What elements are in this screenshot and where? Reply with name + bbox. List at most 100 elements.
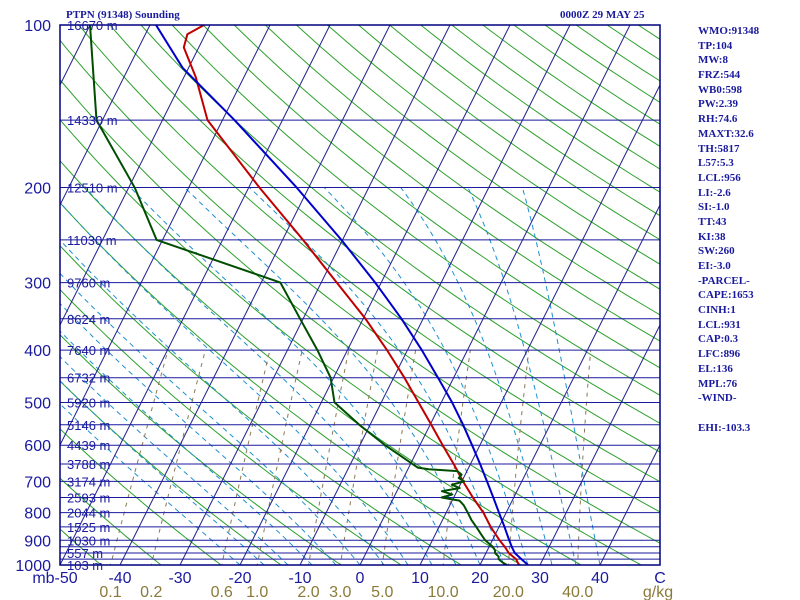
temperature-tick-label: C: [654, 570, 666, 587]
moist-adiabat-line: [60, 272, 361, 565]
mixing-ratio-line: [109, 349, 169, 565]
parcel-data-point: [479, 463, 481, 465]
isotherm-line: [60, 25, 211, 327]
parcel-data-point: [296, 187, 298, 189]
index-item: MAXT:32.6: [698, 127, 754, 140]
dewpoint-data-point: [330, 377, 332, 379]
height-label: 8624 m: [67, 312, 110, 327]
temperature-data-point: [430, 424, 432, 426]
dewpoint-data-point: [441, 496, 443, 499]
height-label: 2593 m: [67, 491, 110, 506]
mixing-ratio-label: 0.1: [99, 584, 121, 600]
dewpoint-data-point: [463, 504, 465, 506]
pressure-tick-label: 800: [24, 506, 51, 523]
dewpoint-data-point: [156, 239, 158, 241]
temperature-data-point: [499, 539, 501, 541]
dewpoint-data-point: [358, 424, 360, 426]
moist-adiabat-line: [60, 355, 289, 565]
moist-adiabat-line: [130, 187, 457, 565]
dewpoint-data-point: [470, 519, 472, 521]
sounding-indices-list: WMO:91348 TP:104 MW:8 FRZ:544 WB0:598 PW:2.39…: [698, 24, 798, 435]
parcel-data-point: [451, 401, 453, 403]
index-item: -PARCEL-: [698, 274, 750, 287]
temperature-data-point: [336, 282, 338, 284]
height-label: 11030 m: [67, 233, 117, 248]
dry-adiabat-line: [60, 380, 282, 565]
dewpoint-data-point: [492, 546, 494, 548]
temperature-data-point: [258, 187, 261, 189]
dewpoint-data-point: [498, 556, 500, 558]
index-item: TP:104: [698, 39, 733, 52]
temperature-data-point: [508, 552, 510, 554]
index-item: LFC:896: [698, 348, 741, 361]
dewpoint-data-point: [299, 318, 301, 320]
moist-adiabat-line: [184, 187, 481, 565]
index-item: KI:38: [698, 230, 726, 243]
dry-adiabat-line: [296, 25, 660, 290]
dewpoint-data-point: [417, 467, 419, 469]
dry-adiabat-line: [109, 25, 660, 453]
parcel-data-point: [514, 552, 516, 554]
temperature-data-point: [504, 546, 506, 548]
dewpoint-data-point: [480, 533, 482, 535]
isotherm-line: [479, 203, 660, 565]
temperature-tick-label: 40: [591, 570, 609, 587]
dewpoint-data-point: [456, 470, 458, 472]
dewpoint-data-point: [484, 539, 486, 541]
index-item: SI:-1.0: [698, 201, 730, 214]
dry-adiabat-line: [264, 25, 660, 316]
mixing-ratio-line: [577, 350, 592, 565]
dewpoint-data-point: [461, 474, 463, 476]
index-item: FRZ:544: [698, 69, 741, 82]
index-item: EL:136: [698, 362, 733, 375]
mixing-ratio-label: 10.0: [428, 584, 459, 600]
parcel-data-point: [340, 239, 342, 241]
temperature-tick-label: 20: [471, 570, 489, 587]
dry-adiabat-line: [60, 288, 403, 565]
pressure-tick-label: 900: [24, 533, 51, 550]
mixing-ratio-label: 0.6: [211, 584, 233, 600]
index-item: TH:5817: [698, 142, 740, 155]
temperature-data-point: [302, 239, 304, 241]
parcel-data-point: [471, 444, 473, 446]
mixing-ratio-line: [442, 350, 471, 565]
temperature-data-point: [364, 318, 367, 320]
mixing-ratio-line: [256, 349, 303, 565]
index-item: TT:43: [698, 215, 727, 228]
index-item: EI:-3.0: [698, 260, 731, 272]
dewpoint-data-point: [441, 490, 443, 492]
temperature-tick-label: mb-50: [32, 570, 77, 587]
temperature-tick-label: -20: [228, 570, 251, 587]
mixing-ratio-label: 0.2: [140, 584, 162, 600]
dewpoint-data-point: [467, 512, 469, 514]
dewpoint-data-point: [458, 477, 460, 479]
height-label: 5146 m: [67, 418, 110, 433]
dewpoint-data-point: [463, 480, 465, 482]
mixing-ratio-label: 5.0: [371, 584, 393, 600]
grid-lines: [60, 25, 660, 565]
temperature-tick-label: -30: [168, 570, 191, 587]
parcel-data-point: [520, 558, 523, 560]
height-label: 9760 m: [67, 276, 110, 291]
dry-adiabat-line: [233, 25, 660, 342]
parcel-data-point: [421, 349, 423, 351]
pressure-tick-label: 700: [24, 474, 51, 491]
dry-adiabat-line: [327, 25, 660, 265]
sounding-profiles: [89, 25, 529, 565]
mixing-ratio-line: [339, 350, 379, 565]
height-label: 1030 m: [67, 533, 110, 548]
temperature-data-point: [186, 33, 188, 35]
temperature-profile-line: [182, 25, 520, 565]
parcel-data-point: [437, 377, 439, 379]
temperature-tick-label: -40: [108, 570, 131, 587]
height-label: 7640 m: [67, 343, 110, 358]
dry-adiabat-line: [60, 334, 342, 565]
temperature-tick-label: 10: [411, 570, 429, 587]
isotherm-line: [419, 83, 660, 565]
height-label: 4439 m: [67, 438, 110, 453]
mixing-ratio-label: 20.0: [493, 584, 524, 600]
pressure-tick-label: 100: [24, 18, 51, 35]
index-item: CAP:0.3: [698, 333, 739, 346]
index-item: LCL:956: [698, 171, 741, 184]
mixing-ratio-label: 2.0: [297, 584, 319, 600]
